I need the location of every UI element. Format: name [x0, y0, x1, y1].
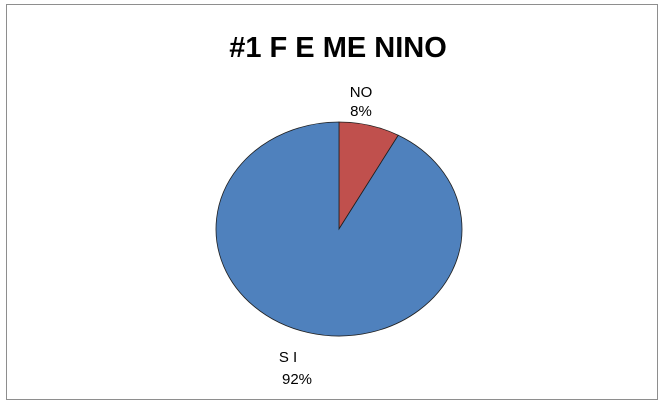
slice-label-si-percent: 92% — [282, 371, 312, 388]
pie-slices — [215, 121, 463, 337]
slice-label-no-name: NO — [350, 84, 373, 101]
slice-label-no-percent: 8% — [350, 103, 372, 120]
pie-slice-si — [215, 121, 463, 337]
chart-title: #1 F E ME NINO — [229, 32, 447, 64]
slice-label-si-name: S I — [279, 349, 297, 366]
